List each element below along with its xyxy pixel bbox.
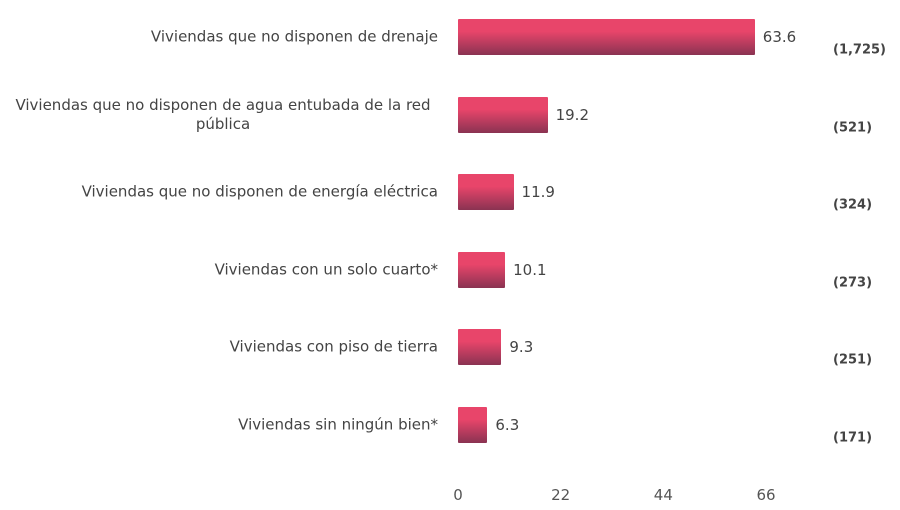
count-label: (273) <box>833 275 873 291</box>
category-label: Viviendas sin ningún bien* <box>238 415 438 434</box>
category-label: Viviendas que no disponen de energía elé… <box>81 182 438 201</box>
value-label: 10.1 <box>513 260 547 279</box>
count-label: (521) <box>833 120 873 136</box>
bar <box>458 251 506 288</box>
value-label: 11.9 <box>521 183 555 202</box>
count-label: (1,725) <box>833 42 887 58</box>
bar <box>458 329 502 366</box>
bar <box>458 174 514 211</box>
category-label: Viviendas que no disponen de agua entuba… <box>15 95 431 133</box>
count-label: (171) <box>833 430 873 446</box>
x-tick-label: 44 <box>653 486 673 504</box>
bar <box>458 407 488 443</box>
category-label: Viviendas con un solo cuarto* <box>214 260 438 279</box>
value-label: 63.6 <box>762 28 797 46</box>
value-label: 6.3 <box>495 416 520 434</box>
x-tick-label: 0 <box>453 486 463 504</box>
count-label: (324) <box>833 197 873 213</box>
category-label: Viviendas que no disponen de drenaje <box>150 27 438 46</box>
x-tick-label: 66 <box>756 486 776 504</box>
x-tick-label: 22 <box>551 486 571 504</box>
value-label: 9.3 <box>509 338 534 357</box>
bar <box>458 96 548 133</box>
category-label: Viviendas con piso de tierra <box>229 337 438 356</box>
value-label: 19.2 <box>555 105 589 124</box>
bar <box>458 19 755 55</box>
count-label: (251) <box>833 352 873 368</box>
